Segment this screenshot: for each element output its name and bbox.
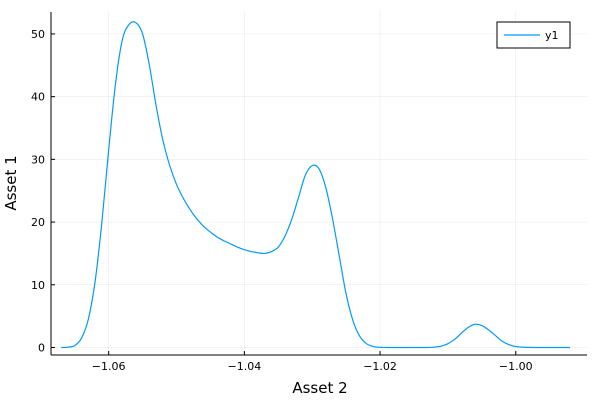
- x-axis-title: Asset 2: [292, 379, 347, 397]
- y-tick-label: 20: [31, 216, 45, 229]
- y-tick-label: 40: [31, 91, 45, 104]
- y-tick-label: 30: [31, 153, 45, 166]
- y-tick-label: 50: [31, 28, 45, 41]
- y-tick-label: 10: [31, 279, 45, 292]
- x-tick-label: −1.02: [363, 360, 397, 373]
- y-tick-label: 0: [38, 341, 45, 354]
- x-tick-label: −1.00: [499, 360, 533, 373]
- x-tick-label: −1.04: [228, 360, 262, 373]
- y-axis-title: Asset 1: [2, 155, 20, 210]
- legend-label-y1: y1: [545, 29, 559, 42]
- series: [61, 21, 571, 349]
- ticks: −1.06 −1.04 −1.02 −1.00 0 10 20 30 40 50: [31, 28, 533, 373]
- axes: [50, 12, 587, 356]
- x-tick-label: −1.06: [92, 360, 126, 373]
- legend: y1: [496, 21, 571, 49]
- series-line-y1: [61, 21, 571, 349]
